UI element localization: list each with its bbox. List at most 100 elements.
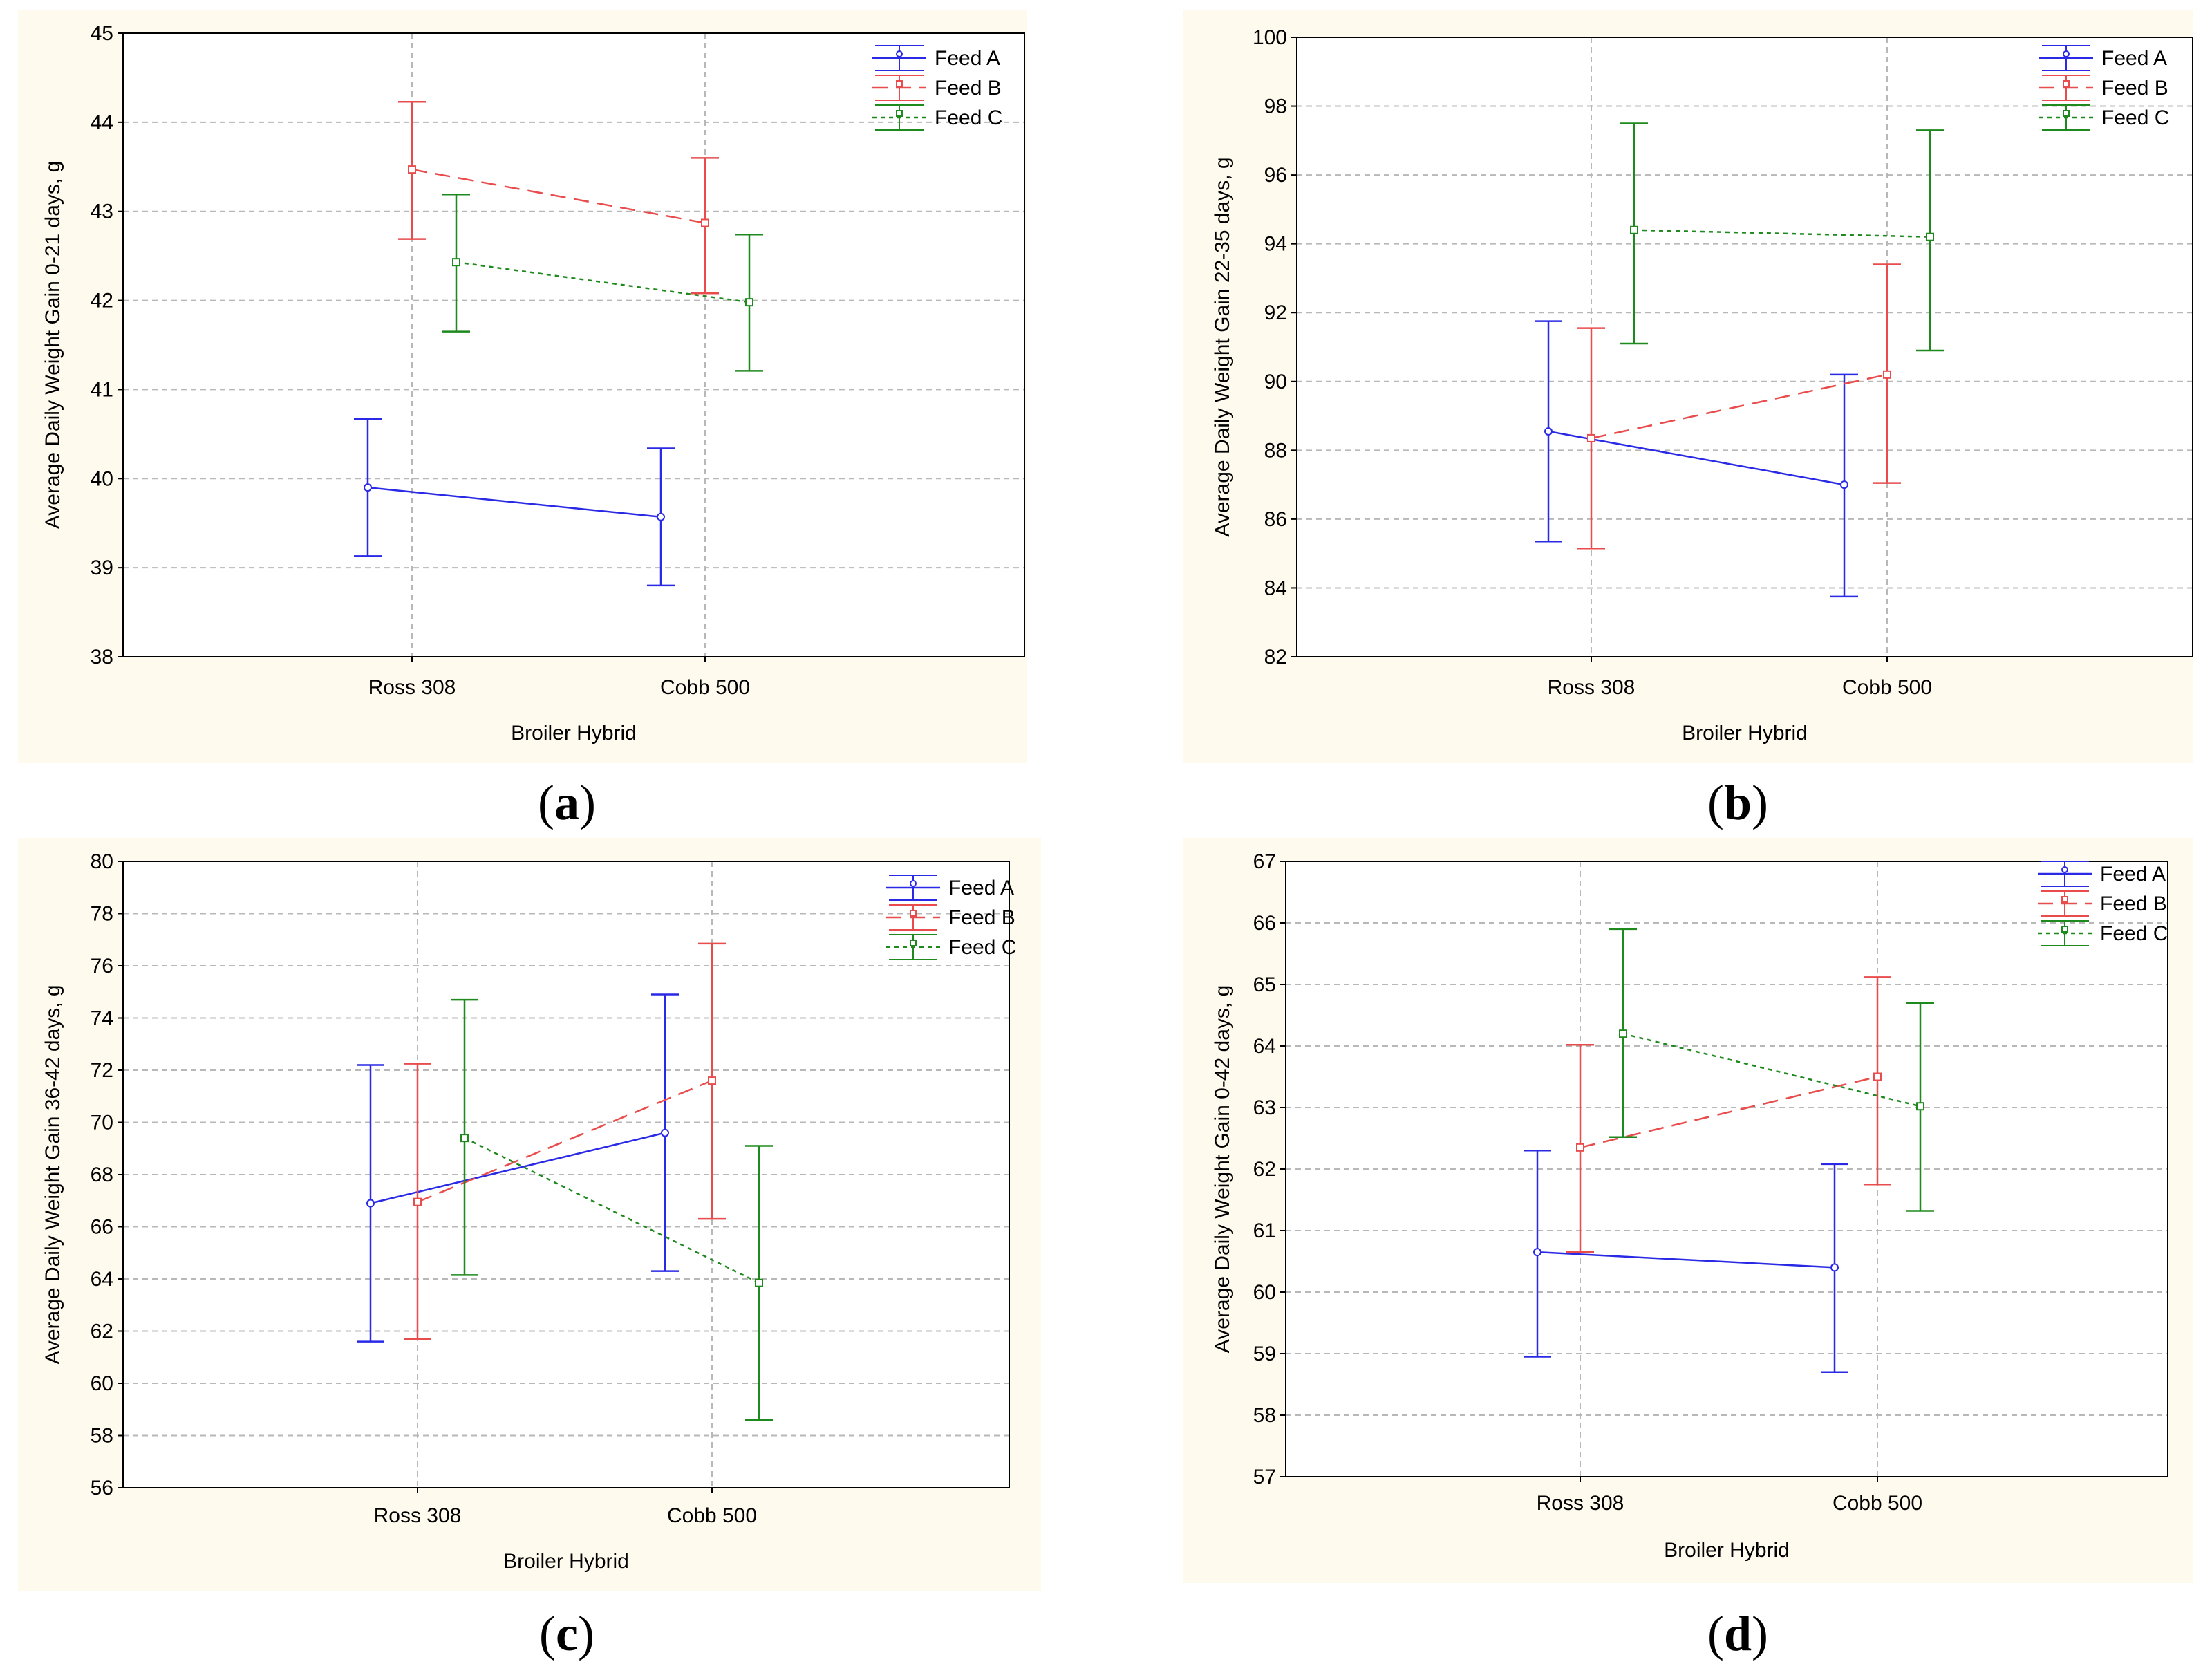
data-point: [1830, 1263, 1839, 1272]
data-point: [1533, 1248, 1541, 1257]
data-point: [661, 1128, 669, 1137]
y-tick-label: 58: [1253, 1404, 1276, 1427]
y-axis-title: Average Daily Weight Gain 22-35 days, g: [1211, 157, 1234, 536]
y-tick-label: 74: [91, 1007, 113, 1030]
legend-label: Feed A: [948, 877, 1014, 899]
series-line-feed-b: [417, 1079, 713, 1203]
y-tick-label: 94: [1264, 233, 1287, 256]
y-tick-label: 76: [91, 955, 113, 978]
data-point: [364, 483, 372, 492]
y-axis-title: Average Daily Weight Gain 0-42 days, g: [1211, 985, 1234, 1354]
y-tick-label: 100: [1253, 26, 1287, 49]
legend-marker: [2061, 866, 2068, 873]
y-tick-label: 39: [91, 557, 113, 579]
legend-marker: [2063, 50, 2070, 57]
chart-svg-b: 82 84 86 88 90 92 94 96 98 100 Ross 308 Cobb 500 Bro…: [1211, 26, 2193, 745]
data-point: [413, 1197, 422, 1206]
y-tick-label: 38: [91, 646, 113, 669]
plot-frame-d: [1285, 861, 2168, 1477]
x-axis-title: Broiler Hybrid: [511, 722, 637, 745]
data-point: [708, 1076, 716, 1085]
data-point: [1926, 232, 1934, 241]
series-line-feed-a: [370, 1132, 666, 1204]
series-line-feed-b: [411, 168, 706, 224]
legend-marker: [2061, 896, 2068, 903]
chart-panel-c: 56 58 60 62 64 66 68 70 72 74 76 78 80 Ross 308 Cobb 5…: [18, 838, 1041, 1591]
x-tick-label: Ross 308: [1548, 676, 1635, 699]
x-tick-label: Cobb 500: [1833, 1492, 1922, 1515]
legend-marker: [910, 940, 917, 946]
chart-svg-c: 56 58 60 62 64 66 68 70 72 74 76 78 80 Ross 308 Cobb 5…: [41, 850, 1016, 1573]
y-tick-label: 70: [91, 1112, 113, 1134]
legend-label: Feed C: [948, 936, 1016, 959]
data-point: [1916, 1102, 1924, 1111]
y-tick-label: 96: [1264, 164, 1287, 187]
legend-label: Feed C: [935, 106, 1002, 129]
legend-marker: [2061, 926, 2068, 933]
y-tick-label: 98: [1264, 95, 1287, 118]
y-tick-label: 60: [1253, 1281, 1276, 1304]
y-tick-label: 61: [1253, 1219, 1276, 1242]
panel-caption-d: (d): [1707, 1606, 1768, 1661]
series-line-feed-c: [1622, 1032, 1921, 1107]
x-axis-title: Broiler Hybrid: [503, 1550, 629, 1573]
y-tick-label: 65: [1253, 973, 1276, 996]
y-tick-label: 64: [1253, 1035, 1276, 1058]
series-line-feed-a: [1537, 1251, 1835, 1269]
y-tick-label: 84: [1264, 577, 1287, 599]
data-point: [1630, 225, 1638, 234]
data-point: [701, 218, 709, 227]
data-point: [1619, 1029, 1627, 1038]
legend-label: Feed B: [2100, 892, 2167, 915]
y-tick-label: 90: [1264, 371, 1287, 393]
x-tick-label: Cobb 500: [660, 676, 750, 699]
y-tick-label: 78: [91, 903, 113, 926]
data-point: [452, 258, 460, 267]
y-tick-label: 80: [91, 850, 113, 873]
series-line-feed-b: [1580, 1076, 1878, 1149]
plot-frame-a: [122, 32, 1025, 657]
y-tick-label: 64: [91, 1268, 113, 1291]
y-tick-label: 92: [1264, 301, 1287, 324]
x-axis-title: Broiler Hybrid: [1664, 1539, 1790, 1562]
y-tick-label: 66: [91, 1216, 113, 1239]
panel-caption-a: (a): [538, 775, 596, 830]
x-tick-label: Cobb 500: [667, 1504, 757, 1527]
y-tick-label: 59: [1253, 1343, 1276, 1365]
y-tick-label: 68: [91, 1163, 113, 1186]
y-tick-label: 57: [1253, 1466, 1276, 1488]
legend-label: Feed B: [935, 77, 1002, 100]
legend-label: Feed A: [2101, 47, 2167, 70]
legend-marker: [2063, 80, 2070, 87]
panel-caption-c: (c): [539, 1606, 594, 1661]
x-tick-label: Ross 308: [1537, 1492, 1624, 1515]
legend-label: Feed A: [2100, 863, 2166, 886]
plot-frame-c: [122, 861, 1010, 1488]
plot-area-c: [123, 861, 1009, 1488]
y-tick-label: 63: [1253, 1096, 1276, 1119]
legend-marker: [896, 50, 903, 57]
chart-panel-b: 82 84 86 88 90 92 94 96 98 100 Ross 308 Cobb 500 Bro…: [1183, 10, 2193, 763]
data-point: [460, 1134, 469, 1143]
data-point: [1883, 370, 1891, 379]
plot-area-a: [123, 33, 1024, 657]
chart-panel-a: 38 39 40 41 42 43 44 45 Ross 308 Cobb 500 Broiler …: [18, 10, 1027, 763]
data-point: [1840, 480, 1848, 489]
chart-svg-d: 57 58 59 60 61 62 63 64 65 66 67 Ross 308 Cobb 500 Br…: [1211, 850, 2168, 1562]
data-point: [755, 1278, 763, 1287]
y-tick-label: 86: [1264, 508, 1287, 531]
data-point: [408, 165, 416, 174]
y-tick-label: 88: [1264, 439, 1287, 462]
data-point: [1873, 1072, 1882, 1081]
y-tick-label: 82: [1264, 646, 1287, 669]
y-tick-label: 62: [91, 1320, 113, 1343]
y-tick-label: 42: [91, 290, 113, 312]
x-axis-title: Broiler Hybrid: [1682, 722, 1808, 745]
legend-label: Feed C: [2100, 922, 2168, 945]
y-tick-label: 41: [91, 378, 113, 401]
y-tick-label: 67: [1253, 850, 1276, 873]
series-line-feed-a: [367, 486, 662, 518]
series-line-feed-a: [1548, 430, 1845, 486]
legend-label: Feed A: [935, 47, 1000, 70]
y-tick-label: 72: [91, 1059, 113, 1082]
